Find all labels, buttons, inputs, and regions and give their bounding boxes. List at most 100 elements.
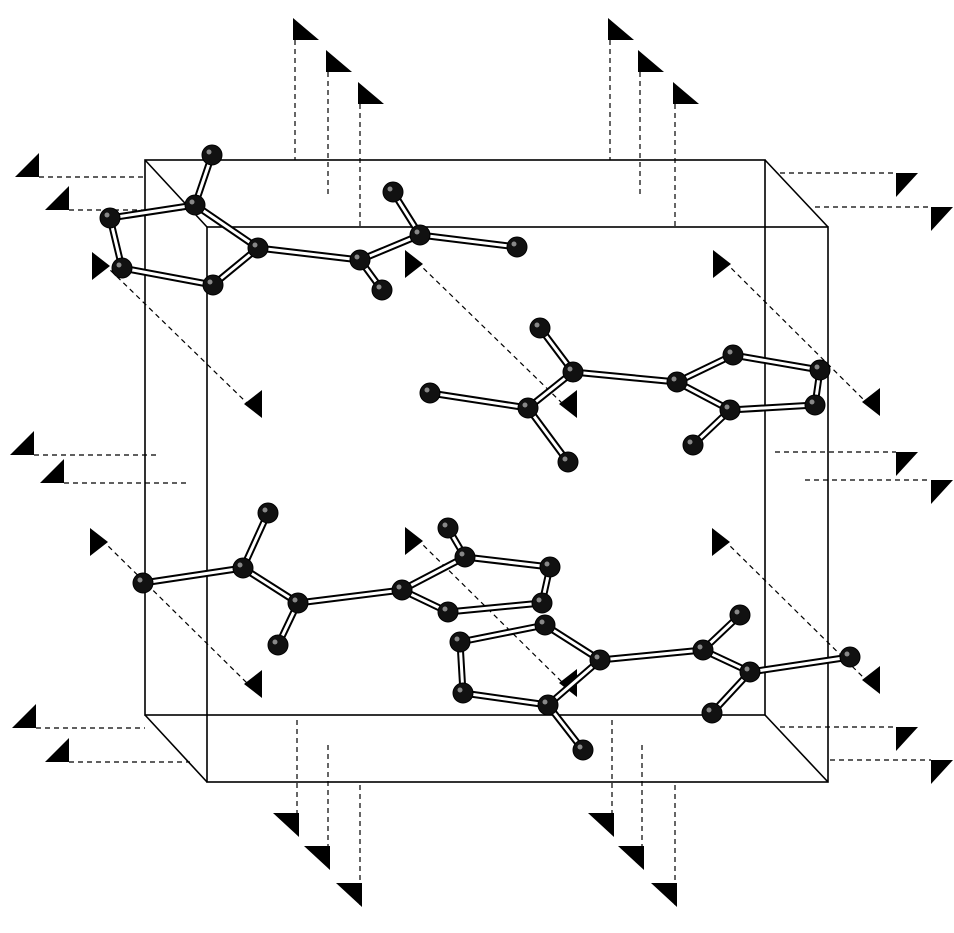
atom xyxy=(287,592,309,614)
bond xyxy=(526,406,570,464)
atom-highlight xyxy=(189,199,195,205)
atom xyxy=(534,614,556,636)
atom-highlight xyxy=(671,376,677,382)
screw-axis-line xyxy=(724,261,867,403)
atom xyxy=(531,592,553,614)
atom xyxy=(729,604,751,626)
bond xyxy=(108,203,197,220)
molecules xyxy=(99,144,861,761)
bond xyxy=(731,353,822,372)
atom-highlight xyxy=(844,651,850,657)
atom xyxy=(701,702,723,724)
atom-highlight xyxy=(396,584,402,590)
screw-axis-line xyxy=(416,261,564,405)
atom xyxy=(419,382,441,404)
atom xyxy=(267,634,289,656)
symmetry-symbol xyxy=(92,252,110,280)
atom xyxy=(506,236,528,258)
atom-highlight xyxy=(687,439,693,445)
bond xyxy=(446,601,544,614)
atom-highlight xyxy=(354,254,360,260)
atom-highlight xyxy=(814,364,820,370)
symmetry-symbol xyxy=(12,704,36,728)
atom xyxy=(666,371,688,393)
atom-highlight xyxy=(292,597,298,603)
bond xyxy=(458,623,547,644)
symmetry-symbol xyxy=(358,82,384,104)
symmetry-symbol xyxy=(713,250,731,278)
atom-highlight xyxy=(734,609,740,615)
bond xyxy=(120,266,215,287)
molecule xyxy=(99,144,528,301)
atom xyxy=(692,639,714,661)
atom xyxy=(371,279,393,301)
atom-highlight xyxy=(544,561,550,567)
atom-highlight xyxy=(137,577,143,583)
bond xyxy=(141,566,245,585)
symmetry-symbol xyxy=(588,813,614,837)
symmetry-symbol xyxy=(559,390,577,418)
atom xyxy=(809,359,831,381)
screw-axis-line xyxy=(101,539,249,685)
symmetry-symbol xyxy=(273,813,299,837)
atom-highlight xyxy=(376,284,382,290)
symmetry-symbol xyxy=(896,452,918,476)
symmetry-symbol xyxy=(304,846,330,870)
atom-highlight xyxy=(207,279,213,285)
atom xyxy=(99,207,121,229)
symmetry-symbol xyxy=(896,727,918,751)
atom-highlight xyxy=(724,404,730,410)
bond xyxy=(546,658,602,707)
atom xyxy=(202,274,224,296)
atom-highlight xyxy=(252,242,258,248)
symmetry-symbol xyxy=(559,669,577,697)
atom-highlight xyxy=(116,262,122,268)
bond xyxy=(193,203,260,250)
symmetry-symbol xyxy=(45,186,69,210)
symmetry-symbol xyxy=(638,50,664,72)
symmetry-symbol xyxy=(244,670,262,698)
atom xyxy=(437,601,459,623)
symmetry-symbol xyxy=(405,250,423,278)
atom xyxy=(722,344,744,366)
atom-highlight xyxy=(511,241,517,247)
atom-highlight xyxy=(594,654,600,660)
atom-highlight xyxy=(697,644,703,650)
symmetry-symbol xyxy=(862,666,880,694)
symmetry-symbol xyxy=(608,18,634,40)
atom-highlight xyxy=(577,744,583,750)
bond xyxy=(728,403,817,412)
atom-highlight xyxy=(522,402,528,408)
cell-back-face xyxy=(144,159,766,716)
atom xyxy=(391,579,413,601)
bond xyxy=(256,246,362,262)
symmetry-elements xyxy=(10,18,953,907)
bond xyxy=(241,566,300,605)
symmetry-symbol xyxy=(712,528,730,556)
atom xyxy=(111,257,133,279)
unit-cell xyxy=(144,159,829,783)
bond xyxy=(543,623,602,662)
symmetry-symbol xyxy=(862,388,880,416)
symmetry-symbol xyxy=(40,459,64,483)
atom-highlight xyxy=(442,522,448,528)
symmetry-symbol xyxy=(931,760,953,784)
atom-highlight xyxy=(454,636,460,642)
symmetry-symbol xyxy=(896,173,918,197)
cell-edge xyxy=(764,714,829,783)
screw-axis-line xyxy=(103,263,249,405)
symmetry-symbol xyxy=(673,82,699,104)
atom-highlight xyxy=(206,149,212,155)
atom xyxy=(517,397,539,419)
atom xyxy=(437,517,459,539)
symmetry-symbol xyxy=(10,431,34,455)
atom-highlight xyxy=(542,699,548,705)
bond xyxy=(358,233,422,262)
atom-highlight xyxy=(104,212,110,218)
bond xyxy=(598,648,705,662)
atom xyxy=(409,224,431,246)
atom-highlight xyxy=(459,551,465,557)
atom-highlight xyxy=(744,666,750,672)
symmetry-symbol xyxy=(45,738,69,762)
atom xyxy=(257,502,279,524)
